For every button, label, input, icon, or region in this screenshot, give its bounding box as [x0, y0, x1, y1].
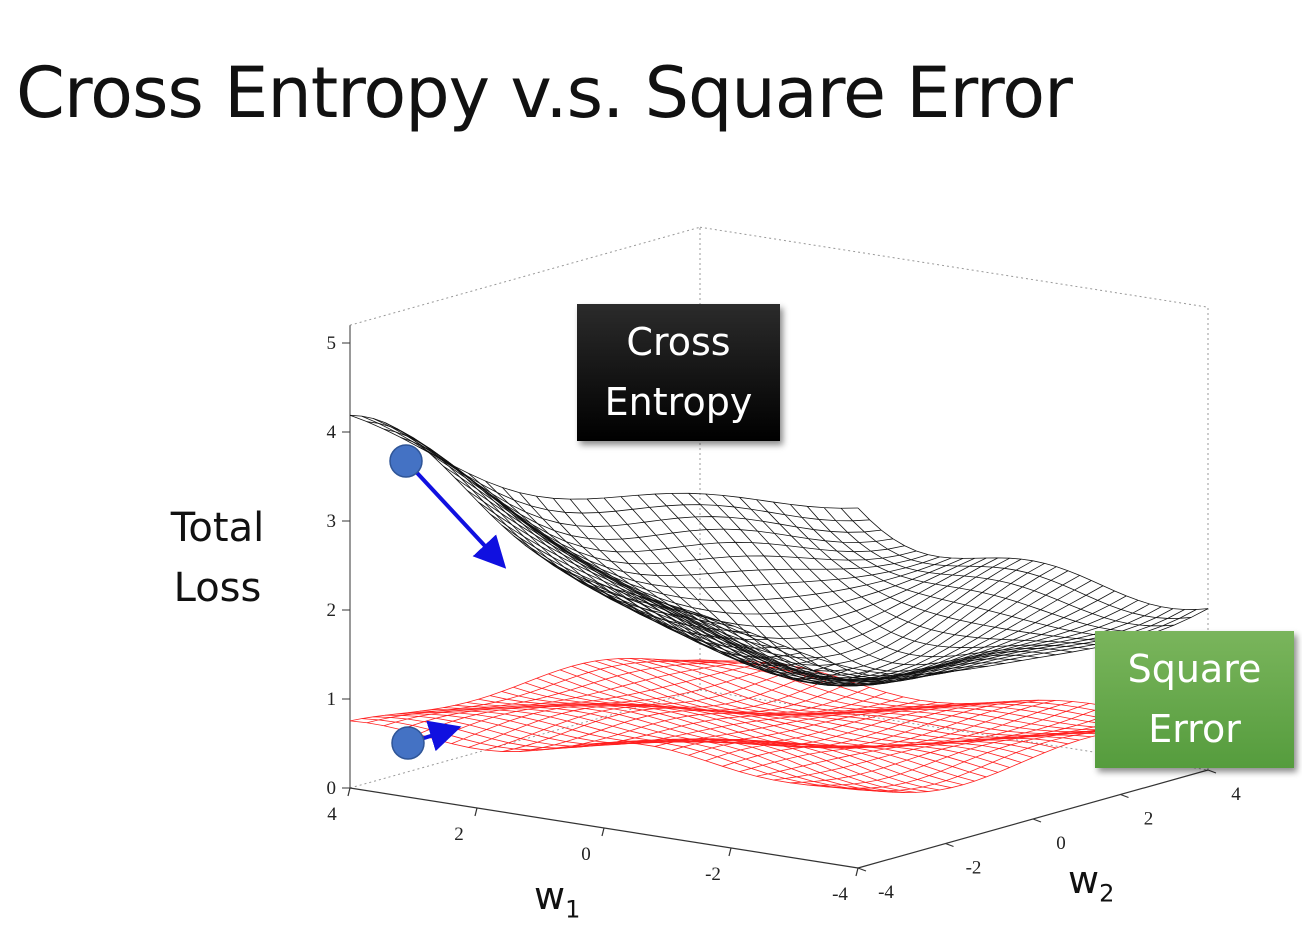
w2-tick-label: 4: [1231, 784, 1241, 805]
square-error-callout-line2: Error: [1148, 707, 1241, 751]
w2-tick-label: -2: [966, 858, 982, 879]
cross-entropy-callout: Cross Entropy: [577, 304, 780, 441]
z-tick-label: 5: [327, 333, 337, 354]
z-tick-label: 1: [327, 689, 337, 710]
w1-tick-label: -4: [832, 884, 848, 905]
cross-entropy-callout-line1: Cross: [626, 320, 731, 364]
ball-marker: [389, 444, 423, 478]
square-error-callout: Square Error: [1095, 631, 1294, 768]
cross-entropy-surface: [349, 414, 1209, 687]
w2-axis-label: w2: [1068, 858, 1115, 908]
w1-tick-label: -2: [705, 864, 721, 885]
y-axis-label-total: Total: [170, 505, 265, 551]
z-axis: [342, 325, 351, 789]
w1-tick-label: 4: [327, 804, 337, 825]
z-tick-label: 3: [327, 511, 337, 532]
gradient-arrow: [404, 459, 507, 569]
w2-tick-label: 0: [1056, 833, 1066, 854]
y-axis-label-loss: Loss: [173, 565, 262, 611]
cross-entropy-callout-line2: Entropy: [604, 380, 753, 424]
base-axes: [347, 769, 1217, 877]
ball-marker: [391, 726, 425, 760]
z-tick-label: 0: [327, 778, 337, 799]
w2-tick-label: 2: [1144, 809, 1154, 830]
z-tick-label: 4: [327, 422, 337, 443]
w1-tick-label: 2: [454, 824, 464, 845]
tick-labels: 0 1 2 3 4 5 4 2 0 -2 -4 -4 -2 0 2 4: [327, 333, 1242, 905]
z-tick-label: 2: [327, 600, 337, 621]
w2-tick-label: -4: [878, 882, 894, 903]
square-error-callout-line1: Square: [1127, 647, 1262, 691]
slide-title: Cross Entropy v.s. Square Error: [16, 52, 1073, 134]
w1-tick-label: 0: [581, 844, 591, 865]
w1-axis-label: w1: [534, 874, 581, 924]
square-error-surface: [349, 657, 1209, 793]
gradient-markers: [389, 444, 507, 760]
